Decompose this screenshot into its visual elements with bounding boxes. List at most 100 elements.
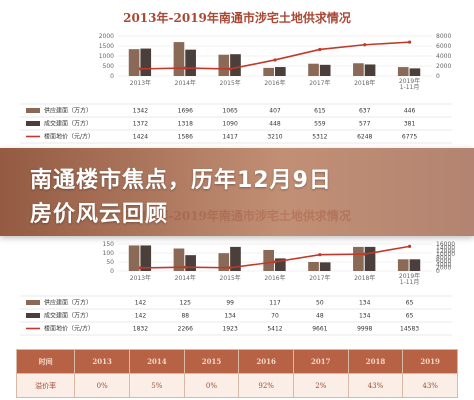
price-point xyxy=(138,266,143,270)
table-value: 48 xyxy=(316,313,324,320)
premium-table-year: 2015 xyxy=(183,349,240,374)
x-tick-label: 2014年 xyxy=(175,79,196,87)
x-tick-label: 2018年 xyxy=(354,274,375,282)
table-value: 142 xyxy=(135,300,147,307)
table-value: 1318 xyxy=(178,121,193,128)
y-left-tick-label: 150 xyxy=(103,241,115,248)
y-right-tick-label: 2000 xyxy=(436,63,451,70)
table-value: 125 xyxy=(180,300,192,307)
bar xyxy=(409,259,421,271)
table-value: 615 xyxy=(314,108,326,115)
x-tick-label: 2014年 xyxy=(175,274,196,282)
premium-table-value: 43% xyxy=(347,373,404,398)
bar xyxy=(353,63,364,76)
y-right-tick-label: 0 xyxy=(436,73,440,80)
bar xyxy=(308,262,319,271)
chart-upper: 2013年-2019年南通市涉宅土地供求情况 2000 1500 1000 500 0 80… xyxy=(20,10,452,144)
x-tick-label: 2019年 xyxy=(399,77,420,85)
table-value: 134 xyxy=(359,313,371,320)
table-value: 3210 xyxy=(267,134,282,141)
headline-line-2: 房价风云回顾 xyxy=(30,202,169,227)
table-value: 9998 xyxy=(357,326,372,333)
table-value: 65 xyxy=(406,300,414,307)
x-tick-label: 2017年 xyxy=(309,274,330,282)
table-value: 6248 xyxy=(357,134,372,141)
x-tick-label: 2018年 xyxy=(354,79,375,87)
table-value: 1586 xyxy=(178,134,193,141)
y-right-tick-label: 4000 xyxy=(436,261,451,268)
x-tick-label: 2019年 xyxy=(399,272,420,280)
price-point xyxy=(183,265,187,269)
table-value: 65 xyxy=(406,313,414,320)
table-value: 1832 xyxy=(133,326,148,333)
table-value: 1424 xyxy=(133,134,148,141)
table-value: 14583 xyxy=(400,326,419,333)
premium-table-value: 43% xyxy=(402,373,458,398)
legend-label: 成交建面（万方） xyxy=(44,312,92,320)
premium-rate-table: 时间 2013 2014 2015 2016 2017 2018 2019 溢价… xyxy=(15,349,458,398)
bar xyxy=(173,248,185,271)
bar xyxy=(185,49,196,76)
x-tick-label: 2015年 xyxy=(220,274,241,282)
table-value: 1696 xyxy=(178,108,193,115)
price-point xyxy=(318,253,322,257)
table-value: 142 xyxy=(135,313,147,320)
x-tick-label: 2017年 xyxy=(309,79,330,87)
x-tick-label: 2016年 xyxy=(264,79,285,87)
table-value: 134 xyxy=(359,300,371,307)
legend-label: 成交建面（万方） xyxy=(44,120,92,128)
table-value: 117 xyxy=(269,300,281,307)
bar xyxy=(397,259,409,271)
table-value: 1090 xyxy=(223,121,238,128)
table-value: 5312 xyxy=(312,134,327,141)
bar xyxy=(275,258,286,271)
premium-table-year: 2013 xyxy=(74,349,130,374)
headline-text: 南通楼市焦点，历年12月9日 房价风云回顾 xyxy=(30,164,450,232)
legend-label: 供应建面（万方） xyxy=(44,107,92,115)
table-value: 1342 xyxy=(133,108,148,115)
table-value: 1372 xyxy=(133,121,148,128)
premium-table-value: 0% xyxy=(183,373,240,398)
y-right-tick-label: 14000 xyxy=(436,244,455,251)
bar xyxy=(185,255,196,271)
table-value: 381 xyxy=(404,121,416,128)
table-value: 5412 xyxy=(267,326,282,333)
price-point xyxy=(273,58,277,62)
x-tick-label: 2013年 xyxy=(130,79,151,87)
bar xyxy=(308,63,319,76)
bar xyxy=(218,54,230,76)
y-right-tick-label: 6000 xyxy=(436,43,451,50)
premium-table-value: 2% xyxy=(292,373,349,398)
table-value: 9661 xyxy=(312,326,327,333)
price-point xyxy=(228,67,232,71)
premium-table-value-row: 溢价率 0% 5% 0% 92% 2% 43% 43% xyxy=(15,373,458,398)
table-value: 637 xyxy=(359,108,371,115)
bar xyxy=(397,67,409,76)
table-value: 446 xyxy=(404,108,416,115)
price-point xyxy=(228,266,232,270)
y-left-tick-label: 2000 xyxy=(99,33,114,40)
bar xyxy=(230,54,241,76)
bar xyxy=(353,246,364,271)
premium-table-value: 0% xyxy=(74,373,130,398)
bar xyxy=(364,64,376,76)
bar xyxy=(140,245,152,271)
x-tick-label: 2016年 xyxy=(264,274,285,282)
bar xyxy=(173,42,185,76)
premium-table-year: 2018 xyxy=(347,349,404,374)
price-point xyxy=(363,252,367,256)
premium-table-year: 2014 xyxy=(129,349,185,374)
x-tick-label: 1-11月 xyxy=(400,279,420,286)
legend-label: 楼面地价（元/方） xyxy=(44,133,94,141)
legend-swatch xyxy=(26,108,40,113)
table-value: 577 xyxy=(359,121,371,128)
y-left-tick-label: 1500 xyxy=(99,43,114,50)
premium-table-year: 2019 xyxy=(402,349,458,374)
y-left-tick-label: 100 xyxy=(103,250,115,257)
legend-swatch xyxy=(26,121,40,126)
y-right-tick-label: 12000 xyxy=(436,248,455,255)
table-value: 88 xyxy=(181,313,189,320)
price-point xyxy=(318,47,322,52)
legend-swatch xyxy=(26,313,40,318)
